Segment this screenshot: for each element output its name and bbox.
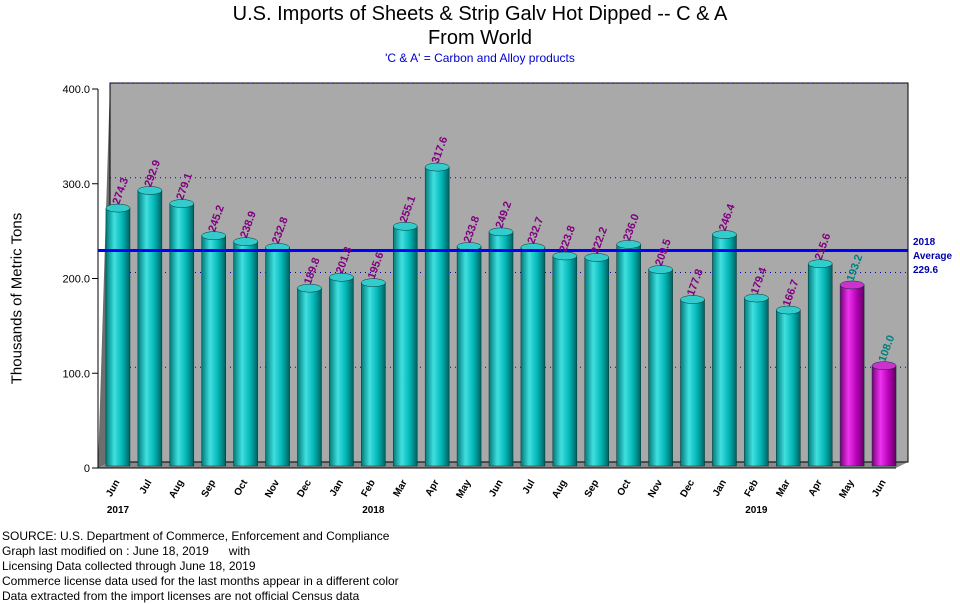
x-tick-label: Apr (807, 478, 825, 499)
x-tick-label: Mar (774, 478, 792, 499)
average-label-line2: Average (913, 251, 953, 262)
average-label-line1: 2018 (913, 237, 936, 248)
bar (392, 222, 418, 467)
y-tick-label: 0 (84, 463, 90, 475)
bar (424, 162, 450, 467)
x-tick-label: Jun (870, 478, 888, 499)
x-tick-label: Mar (391, 478, 409, 499)
x-tick-label: Jun (487, 478, 505, 499)
x-tick-label: Sep (583, 478, 602, 499)
x-tick-label: Aug (550, 478, 569, 500)
source-line-1: SOURCE: U.S. Department of Commerce, Enf… (2, 529, 390, 543)
x-tick-label: Dec (678, 478, 697, 500)
bar (584, 253, 610, 467)
y-tick-label: 200.0 (62, 274, 90, 286)
bar (648, 265, 673, 467)
bar (520, 243, 546, 467)
chart-subtitle: 'C & A' = Carbon and Alloy products (385, 51, 575, 65)
x-tick-label: Jul (521, 478, 538, 496)
x-tick-label: Jun (104, 478, 122, 499)
bar (839, 280, 865, 467)
bar (871, 361, 897, 467)
source-line-2: Graph last modified on : June 18, 2019 w… (2, 544, 251, 558)
bar (616, 240, 641, 467)
source-line-3: Licensing Data collected through June 18… (2, 559, 256, 573)
bar (456, 242, 482, 467)
bar (552, 251, 578, 467)
bar (297, 283, 322, 467)
bar (329, 273, 354, 467)
x-tick-label: Dec (295, 478, 314, 500)
x-tick-label: Nov (646, 478, 665, 500)
bar (137, 186, 163, 467)
bar (105, 203, 131, 467)
x-tick-label: May (837, 478, 856, 501)
bar (233, 237, 258, 467)
x-tick-label: Jul (138, 478, 155, 496)
bar (169, 199, 195, 467)
bar (201, 231, 226, 467)
x-tick-label: Apr (424, 478, 442, 499)
y-tick-label: 100.0 (62, 368, 90, 380)
bar (776, 305, 801, 467)
chart-title-line2: From World (427, 27, 533, 49)
bar (680, 295, 705, 467)
x-tick-label: Jan (328, 478, 346, 498)
average-label-line3: 229.6 (913, 265, 938, 276)
x-tick-label: Oct (615, 477, 633, 498)
x-tick-label: Aug (167, 478, 186, 500)
year-label: 2018 (362, 505, 385, 516)
x-tick-label: May (454, 478, 473, 501)
bar (744, 293, 769, 467)
y-tick-label: 300.0 (62, 179, 90, 191)
source-line-5: Data extracted from the import licenses … (2, 589, 360, 603)
x-tick-label: Nov (263, 478, 282, 500)
year-label: 2017 (107, 505, 130, 516)
x-tick-label: Sep (200, 478, 219, 499)
bar (807, 259, 833, 467)
x-tick-label: Oct (232, 477, 250, 498)
source-line-4: Commerce license data used for the last … (2, 574, 399, 588)
bar (712, 230, 737, 467)
chart-title: U.S. Imports of Sheets & Strip Galv Hot … (232, 3, 728, 25)
bar (265, 243, 290, 467)
y-tick-label: 400.0 (62, 84, 90, 96)
bar (361, 278, 386, 467)
year-label: 2019 (745, 505, 768, 516)
bar (488, 227, 514, 467)
x-tick-label: Jan (711, 478, 729, 498)
x-tick-label: Feb (360, 478, 378, 499)
x-tick-label: Feb (743, 478, 761, 499)
